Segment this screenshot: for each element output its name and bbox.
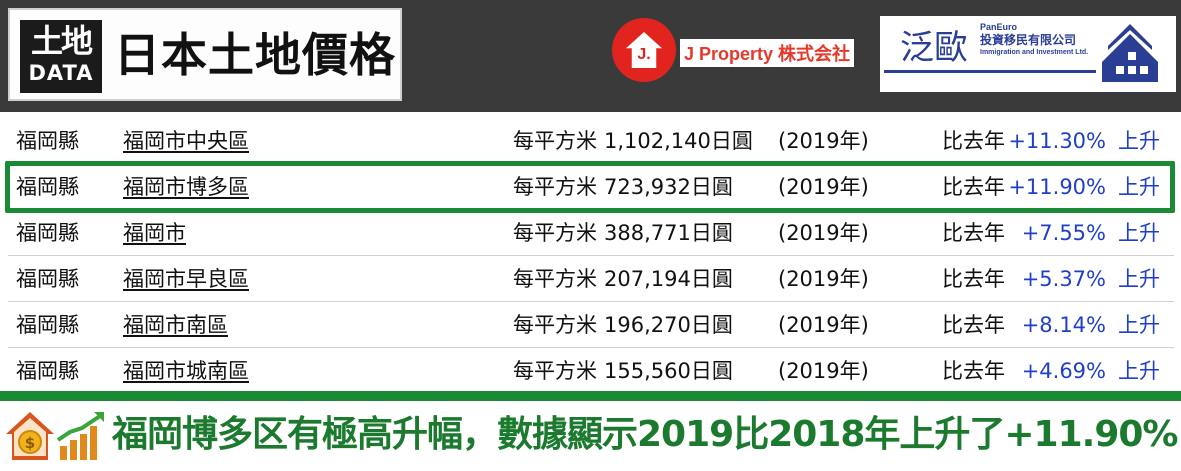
prefecture-cell: 福岡縣 — [16, 313, 79, 337]
change-percent: +7.55% — [1021, 221, 1106, 245]
trend-label: 上升 — [1118, 221, 1160, 245]
unit-cell: 每平方米 — [513, 129, 597, 153]
year-cell: (2019年) — [778, 129, 869, 153]
jproperty-mark: J. — [637, 46, 651, 63]
unit-cell: 每平方米 — [513, 313, 597, 337]
svg-text:$: $ — [25, 434, 35, 452]
compare-label: 比去年 — [942, 313, 1005, 337]
city-link[interactable]: 福岡市 — [123, 221, 186, 245]
jproperty-name: J Property 株式会社 — [680, 39, 855, 67]
jproperty-house-icon: J. — [612, 18, 676, 82]
year-cell: (2019年) — [778, 267, 869, 291]
highlighted-row-frame — [5, 161, 1175, 213]
title-box: 土地 DATA 日本土地價格 — [8, 8, 402, 101]
paneuro-en: PanEuro — [980, 22, 1018, 32]
compare-label: 比去年 — [942, 221, 1005, 245]
price-cell: 207,194日圓 — [604, 267, 733, 291]
divider-bar — [0, 391, 1181, 401]
price-cell: 155,560日圓 — [604, 359, 733, 383]
paneuro-underline — [884, 70, 1096, 73]
trend-label: 上升 — [1118, 267, 1160, 291]
paneuro-text: PanEuro 投資移民有限公司 Immigration and Investm… — [980, 22, 1088, 58]
unit-cell: 每平方米 — [513, 175, 597, 199]
city-link[interactable]: 福岡市博多區 — [123, 175, 249, 199]
compare-label: 比去年 — [942, 129, 1005, 153]
price-cell: 1,102,140日圓 — [604, 129, 753, 153]
paneuro-sub: Immigration and Investment Ltd. — [980, 49, 1089, 56]
price-cell: 388,771日圓 — [604, 221, 733, 245]
caption-row: $ 福岡博多区有極高升幅，數據顯示2019比2018年上升了+11.90% — [0, 404, 1181, 471]
change-percent: +4.69% — [1021, 359, 1106, 383]
unit-cell: 每平方米 — [513, 359, 597, 383]
paneuro-logo: 泛歐 PanEuro 投資移民有限公司 Immigration and Inve… — [880, 16, 1176, 92]
caption-text: 福岡博多区有極高升幅，數據顯示2019比2018年上升了+11.90% — [112, 414, 1178, 455]
paneuro-cn: 投資移民有限公司 — [980, 33, 1077, 47]
compare-label: 比去年 — [942, 175, 1005, 199]
change-percent: +11.30% — [1008, 129, 1106, 153]
table-row: 福岡縣 福岡市早良區 每平方米 207,194日圓 (2019年) 比去年 +5.37% 上升 — [8, 256, 1174, 302]
city-link[interactable]: 福岡市中央區 — [123, 129, 249, 153]
table-row: 福岡縣 福岡市南區 每平方米 196,270日圓 (2019年) 比去年 +8.14% 上升 — [8, 302, 1174, 348]
page-title: 日本土地價格 — [114, 28, 396, 82]
house-coin-icon: $ — [6, 412, 54, 460]
data-logo: 土地 DATA — [20, 20, 102, 93]
compare-label: 比去年 — [942, 359, 1005, 383]
table-row: 福岡縣 福岡市中央區 每平方米 1,102,140日圓 (2019年) 比去年 +11.30… — [8, 118, 1174, 164]
rising-chart-icon — [56, 412, 104, 460]
trend-label: 上升 — [1118, 175, 1160, 199]
unit-cell: 每平方米 — [513, 267, 597, 291]
data-logo-kanji: 土地 — [30, 22, 93, 60]
table-row: 福岡縣 福岡市博多區 每平方米 723,932日圓 (2019年) 比去年 +11.90% 上… — [8, 164, 1174, 210]
city-link[interactable]: 福岡市城南區 — [123, 359, 249, 383]
change-percent: +11.90% — [1008, 175, 1106, 199]
data-logo-word: DATA — [28, 61, 94, 85]
trend-label: 上升 — [1118, 313, 1160, 337]
change-percent: +8.14% — [1021, 313, 1106, 337]
paneuro-house-icon — [1102, 24, 1158, 82]
prefecture-cell: 福岡縣 — [16, 175, 79, 199]
table-row: 福岡縣 福岡市 每平方米 388,771日圓 (2019年) 比去年 +7.55% 上升 — [8, 210, 1174, 256]
trend-label: 上升 — [1118, 359, 1160, 383]
prefecture-cell: 福岡縣 — [16, 267, 79, 291]
city-link[interactable]: 福岡市南區 — [123, 313, 228, 337]
compare-label: 比去年 — [942, 267, 1005, 291]
year-cell: (2019年) — [778, 313, 869, 337]
year-cell: (2019年) — [778, 175, 869, 199]
header-banner: 土地 DATA 日本土地價格 J. J Property 株式会社 泛歐 Pan… — [0, 0, 1181, 112]
unit-cell: 每平方米 — [513, 221, 597, 245]
year-cell: (2019年) — [778, 221, 869, 245]
year-cell: (2019年) — [778, 359, 869, 383]
change-percent: +5.37% — [1021, 267, 1106, 291]
prefecture-cell: 福岡縣 — [16, 129, 79, 153]
trend-label: 上升 — [1118, 129, 1160, 153]
prefecture-cell: 福岡縣 — [16, 359, 79, 383]
city-link[interactable]: 福岡市早良區 — [123, 267, 249, 291]
price-cell: 196,270日圓 — [604, 313, 733, 337]
table-row: 福岡縣 福岡市城南區 每平方米 155,560日圓 (2019年) 比去年 +4.69% 上升 — [8, 348, 1174, 394]
price-cell: 723,932日圓 — [604, 175, 733, 199]
paneuro-name: 泛歐 — [900, 28, 968, 68]
prefecture-cell: 福岡縣 — [16, 221, 79, 245]
